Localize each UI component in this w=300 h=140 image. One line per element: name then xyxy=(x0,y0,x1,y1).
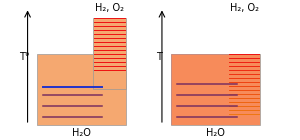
Bar xyxy=(37,54,126,125)
Text: T: T xyxy=(156,52,162,62)
Bar xyxy=(93,18,126,89)
Bar xyxy=(171,54,260,125)
Text: T°: T° xyxy=(19,52,30,62)
Text: H₂O: H₂O xyxy=(206,128,225,138)
Text: H₂O: H₂O xyxy=(72,128,91,138)
Text: H₂, O₂: H₂, O₂ xyxy=(230,3,259,13)
Text: H₂, O₂: H₂, O₂ xyxy=(95,3,124,13)
Bar xyxy=(171,54,260,125)
